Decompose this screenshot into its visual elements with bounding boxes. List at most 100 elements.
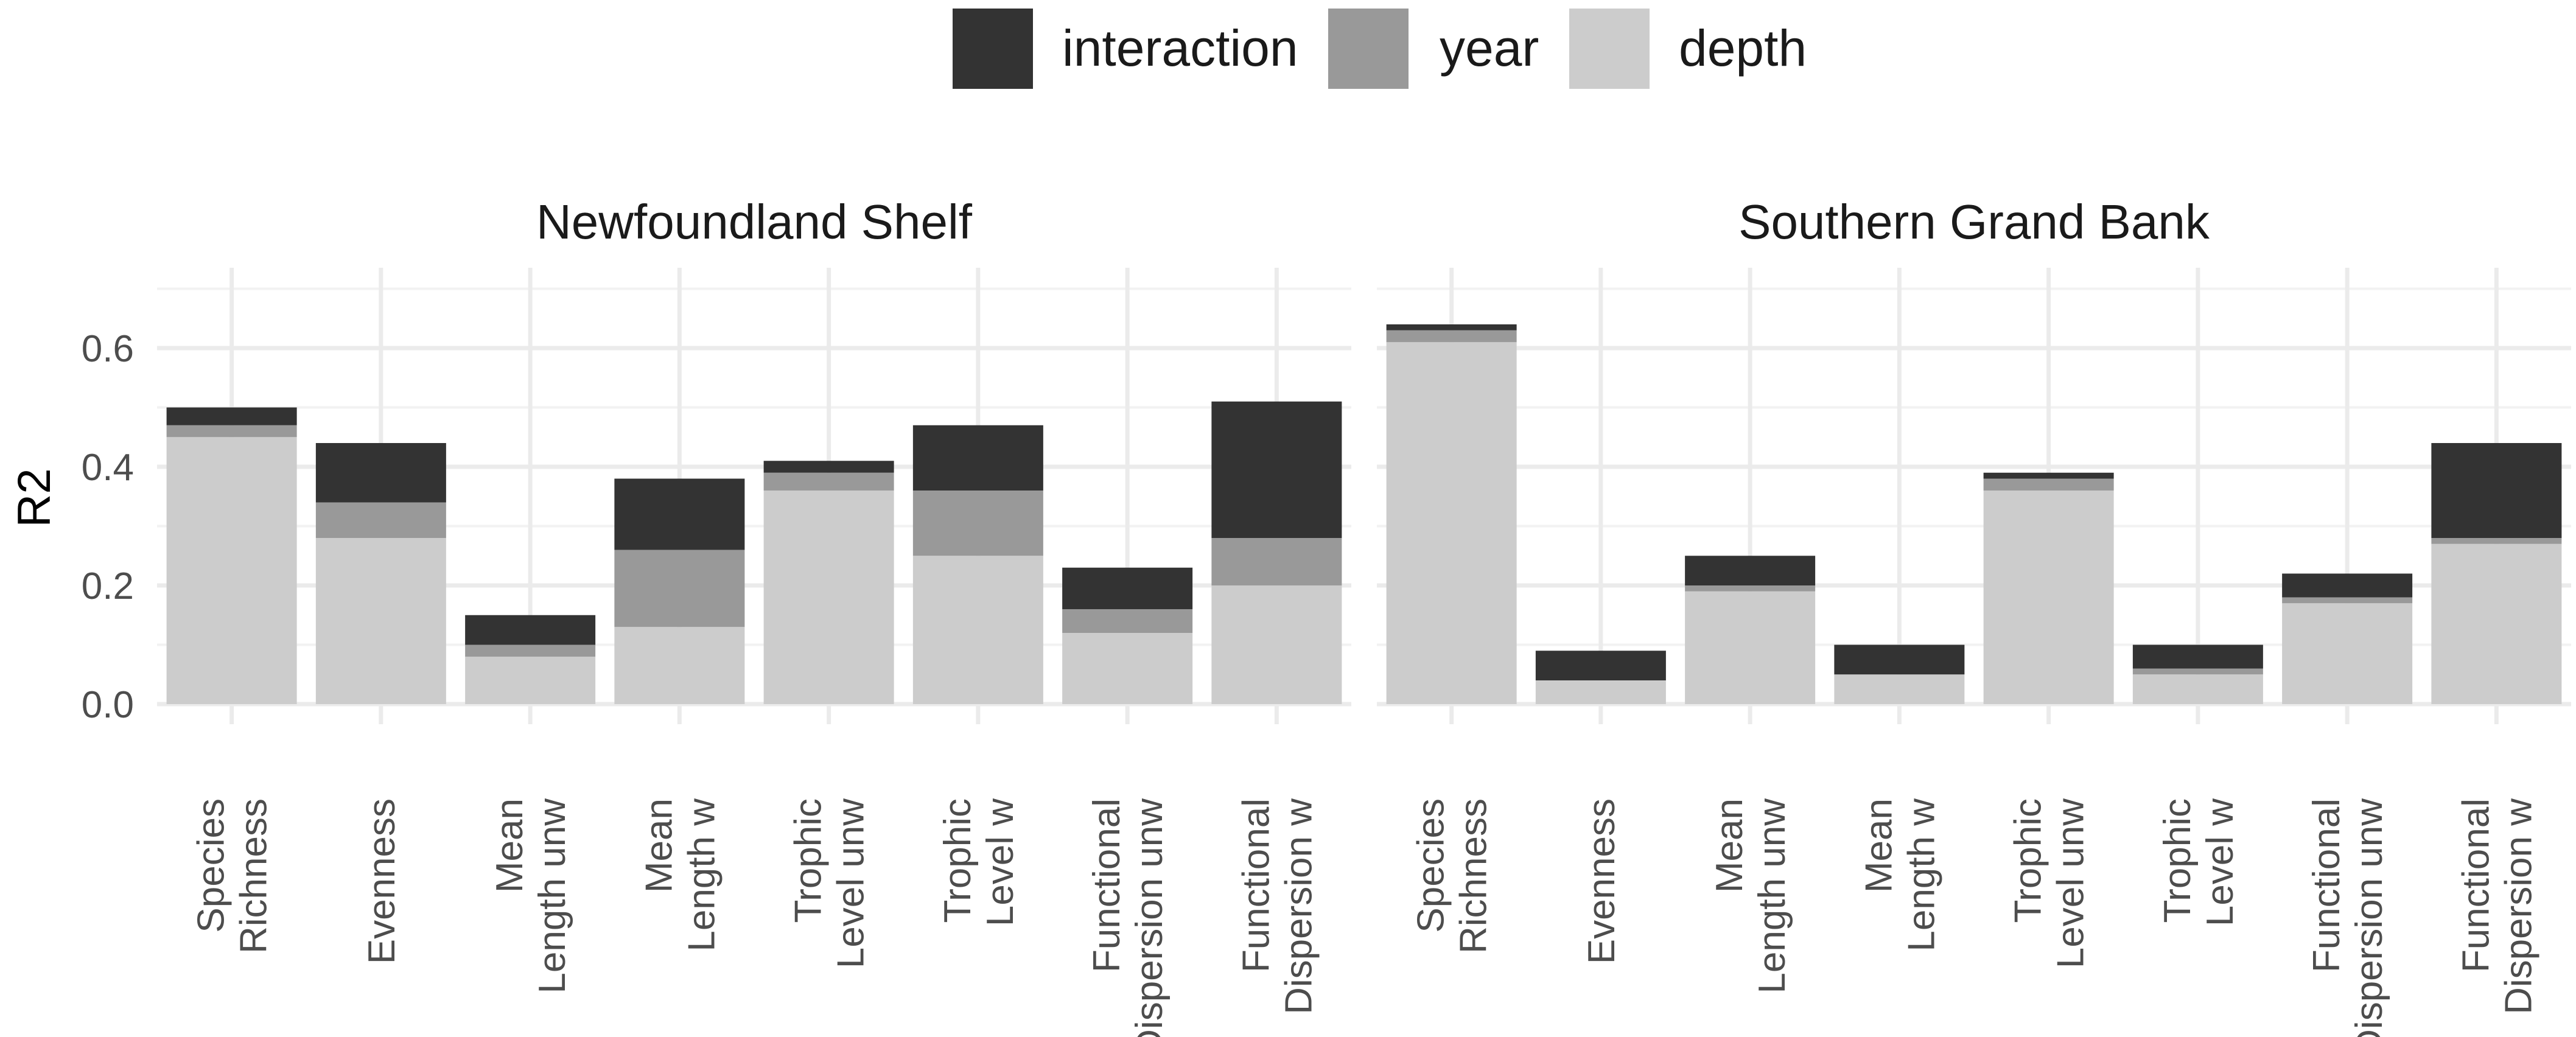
bar-segment-depth xyxy=(763,491,894,704)
bar-segment-year xyxy=(2132,668,2263,675)
panel-newfoundland-shelf: Newfoundland Shelf SpeciesRichness Evennes… xyxy=(157,195,1351,1037)
category-label-line: Dispersion w xyxy=(2497,798,2539,1014)
bar-segment-year xyxy=(1211,538,1342,585)
panels: Newfoundland Shelf SpeciesRichness Evennes… xyxy=(157,195,2571,1037)
legend-label-depth: depth xyxy=(1679,19,1807,77)
category-label-line: Functional xyxy=(2306,798,2348,972)
category-label: FunctionalDispersion w xyxy=(1235,798,1320,1014)
category-label: TrophicLevel unw xyxy=(788,798,872,968)
panel-title: Newfoundland Shelf xyxy=(536,195,973,249)
category-label: MeanLength unw xyxy=(489,798,573,994)
category-label: SpeciesRichness xyxy=(1410,798,1495,954)
bar-segment-depth xyxy=(315,538,446,704)
category-label: FunctionalDispersion unw xyxy=(1086,798,1171,1037)
bar-segment-year xyxy=(1685,585,1816,592)
category-label: MeanLength unw xyxy=(1709,798,1793,994)
y-tick-label: 0.4 xyxy=(82,447,134,489)
category-label-line: Evenness xyxy=(1581,798,1623,964)
category-label: FunctionalDispersion w xyxy=(2455,798,2539,1014)
y-tick-label: 0.2 xyxy=(82,565,134,607)
category-label-line: Functional xyxy=(2455,798,2497,972)
category-label-line: Length unw xyxy=(531,798,573,994)
category-label-line: Mean xyxy=(489,798,531,893)
bar-segment-interaction xyxy=(1535,651,1666,680)
category-label: TrophicLevel w xyxy=(2157,798,2241,926)
bar-segment-year xyxy=(315,502,446,538)
bar-segment-interaction xyxy=(1834,644,1965,675)
bar-segment-interaction xyxy=(1062,567,1193,609)
bar-segment-interaction xyxy=(763,461,894,473)
category-label-line: Functional xyxy=(1086,798,1128,972)
bar-segment-depth xyxy=(1834,674,1965,704)
bar-segment-depth xyxy=(2431,543,2562,704)
legend-label-interaction: interaction xyxy=(1062,19,1298,77)
bar-segment-year xyxy=(1983,478,2114,491)
bar-segment-year xyxy=(2282,597,2413,604)
bars xyxy=(1386,324,2562,704)
category-label: Evenness xyxy=(361,798,403,964)
bar-segment-interaction xyxy=(166,407,297,425)
bar-segment-depth xyxy=(1983,491,2114,704)
bar-segment-year xyxy=(2431,538,2562,544)
legend-key-interaction xyxy=(953,9,1033,89)
bar-segment-interaction xyxy=(315,443,446,503)
category-labels: SpeciesRichness Evenness MeanLength unw Mea… xyxy=(1410,798,2540,1037)
bar-segment-interaction xyxy=(465,615,596,645)
bar-segment-interaction xyxy=(2431,443,2562,538)
category-label-line: Trophic xyxy=(2157,798,2199,923)
legend-key-depth xyxy=(1569,9,1650,89)
bar-segment-depth xyxy=(912,556,1043,704)
category-label-line: Mean xyxy=(1858,798,1900,893)
y-axis: 0.0 0.2 0.4 0.6 xyxy=(82,328,134,726)
bar-segment-interaction xyxy=(1685,556,1816,585)
category-label-line: Mean xyxy=(638,798,680,893)
category-label: TrophicLevel w xyxy=(937,798,1021,926)
legend-key-year xyxy=(1328,9,1409,89)
category-label-line: Evenness xyxy=(361,798,403,964)
bar-segment-year xyxy=(465,644,596,657)
bar-segment-year xyxy=(912,491,1043,556)
bar-segment-interaction xyxy=(1211,401,1342,538)
category-label: TrophicLevel unw xyxy=(2007,798,2092,968)
category-label-line: Level w xyxy=(979,798,1021,926)
category-label-line: Length w xyxy=(681,798,723,952)
bars xyxy=(166,401,1342,704)
bar-segment-depth xyxy=(2282,603,2413,704)
category-label: MeanLength w xyxy=(1858,798,1942,952)
category-label: SpeciesRichness xyxy=(191,798,275,954)
category-label-line: Level unw xyxy=(2050,798,2092,968)
bar-segment-interaction xyxy=(912,425,1043,491)
bar-segment-year xyxy=(763,472,894,491)
category-label-line: Richness xyxy=(233,798,275,954)
category-label-line: Dispersion w xyxy=(1278,798,1320,1014)
category-label-line: Trophic xyxy=(937,798,979,923)
category-label: FunctionalDispersion unw xyxy=(2306,798,2390,1037)
y-axis-title: R2 xyxy=(9,468,60,527)
bar-segment-depth xyxy=(1685,591,1816,704)
bar-segment-depth xyxy=(1535,680,1666,704)
category-label-line: Trophic xyxy=(788,798,830,923)
category-label-line: Length w xyxy=(1900,798,1942,952)
category-label-line: Length unw xyxy=(1751,798,1793,994)
bar-segment-interaction xyxy=(2282,573,2413,598)
category-label-line: Dispersion unw xyxy=(1129,798,1171,1037)
bar-segment-interaction xyxy=(1386,324,1517,330)
bar-segment-year xyxy=(1386,330,1517,343)
category-label-line: Species xyxy=(191,798,233,933)
panel-title: Southern Grand Bank xyxy=(1738,195,2210,249)
bar-segment-year xyxy=(614,550,745,627)
bar-segment-depth xyxy=(1386,342,1517,704)
category-label-line: Trophic xyxy=(2007,798,2049,923)
category-label: Evenness xyxy=(1581,798,1623,964)
y-tick-label: 0.0 xyxy=(82,684,134,726)
bar-segment-depth xyxy=(465,657,596,704)
category-labels: SpeciesRichness Evenness MeanLength unw Mea… xyxy=(191,798,1320,1037)
bar-segment-interaction xyxy=(614,478,745,550)
bar-segment-interaction xyxy=(1983,472,2114,479)
category-label-line: Level unw xyxy=(830,798,872,968)
bar-segment-year xyxy=(1062,609,1193,633)
bar-segment-depth xyxy=(166,437,297,704)
category-label-line: Functional xyxy=(1235,798,1277,972)
category-label-line: Mean xyxy=(1709,798,1751,893)
